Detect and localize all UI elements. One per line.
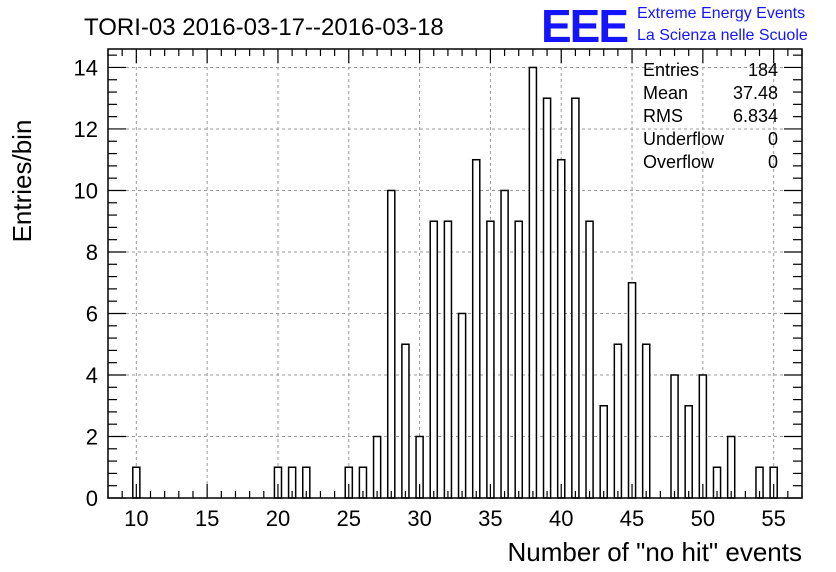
stats-label: Entries bbox=[643, 60, 699, 80]
histogram-bar bbox=[726, 435, 736, 499]
y-axis-label: Entries/bin bbox=[7, 120, 37, 243]
x-tick-label: 15 bbox=[195, 506, 219, 531]
histogram-bar bbox=[386, 189, 396, 499]
x-tick-label: 20 bbox=[266, 506, 290, 531]
logo-mark: EEE bbox=[541, 0, 627, 52]
grid bbox=[108, 49, 802, 498]
histogram-bar bbox=[443, 220, 453, 499]
y-tick-label: 0 bbox=[86, 486, 98, 511]
x-tick-label: 30 bbox=[407, 506, 431, 531]
stats-label: RMS bbox=[643, 106, 683, 126]
histogram-bar bbox=[542, 97, 552, 499]
x-tick-label: 10 bbox=[124, 506, 148, 531]
y-tick-label: 8 bbox=[86, 240, 98, 265]
histogram-bar bbox=[514, 220, 524, 499]
stats-value: 0 bbox=[768, 152, 778, 172]
histogram-bar bbox=[528, 66, 538, 499]
x-tick-label: 40 bbox=[549, 506, 573, 531]
tick-labels: 10 15 20 25 30 35 40 45 50 55 0 2 4 6 8 10 12 14 bbox=[74, 55, 786, 531]
stats-label: Overflow bbox=[643, 152, 715, 172]
stats-value: 184 bbox=[748, 60, 778, 80]
histogram-bar bbox=[698, 374, 708, 499]
histogram-bar bbox=[613, 343, 623, 499]
eee-logo: EEE Extreme Energy Events La Scienza nel… bbox=[541, 0, 808, 52]
histogram-bar bbox=[670, 374, 679, 499]
logo-line-2: La Scienza nelle Scuole bbox=[637, 27, 808, 44]
x-axis-label: Number of "no hit" events bbox=[508, 537, 803, 567]
histogram-bar bbox=[599, 404, 609, 499]
histogram-bar bbox=[571, 97, 580, 499]
y-tick-label: 4 bbox=[86, 363, 98, 388]
plot-frame bbox=[107, 48, 803, 499]
histogram-bar bbox=[372, 435, 382, 499]
histogram-bar bbox=[471, 158, 481, 499]
stats-value: 0 bbox=[768, 129, 778, 149]
x-tick-label: 45 bbox=[620, 506, 644, 531]
histogram-bar bbox=[556, 158, 566, 499]
histogram-bar bbox=[457, 312, 467, 499]
y-tick-label: 14 bbox=[74, 55, 98, 80]
histogram-bar bbox=[401, 343, 410, 499]
y-tick-label: 2 bbox=[86, 424, 98, 449]
chart-title: TORI-03 2016-03-17--2016-03-18 bbox=[84, 14, 444, 41]
stats-value: 6.834 bbox=[733, 106, 778, 126]
histogram-bar bbox=[627, 281, 637, 499]
stats-value: 37.48 bbox=[733, 83, 778, 103]
y-tick-label: 12 bbox=[74, 117, 98, 142]
stats-label: Underflow bbox=[643, 129, 725, 149]
stats-box: Entries 184 Mean 37.48 RMS 6.834 Underflow 0 Ove… bbox=[643, 60, 778, 172]
x-tick-label: 25 bbox=[337, 506, 361, 531]
logo-line-1: Extreme Energy Events bbox=[637, 5, 805, 22]
stats-label: Mean bbox=[643, 83, 688, 103]
histogram-bar bbox=[585, 220, 594, 499]
histogram-bar bbox=[486, 220, 495, 499]
y-tick-label: 10 bbox=[74, 178, 98, 203]
x-tick-label: 35 bbox=[478, 506, 502, 531]
histogram-bar bbox=[500, 189, 509, 499]
histogram-bar bbox=[641, 343, 651, 499]
axis-ticks bbox=[107, 49, 803, 499]
x-tick-label: 50 bbox=[691, 506, 715, 531]
histogram-bar bbox=[429, 220, 439, 499]
histogram-bar bbox=[684, 404, 693, 499]
y-tick-label: 6 bbox=[86, 301, 98, 326]
x-tick-label: 55 bbox=[761, 506, 785, 531]
